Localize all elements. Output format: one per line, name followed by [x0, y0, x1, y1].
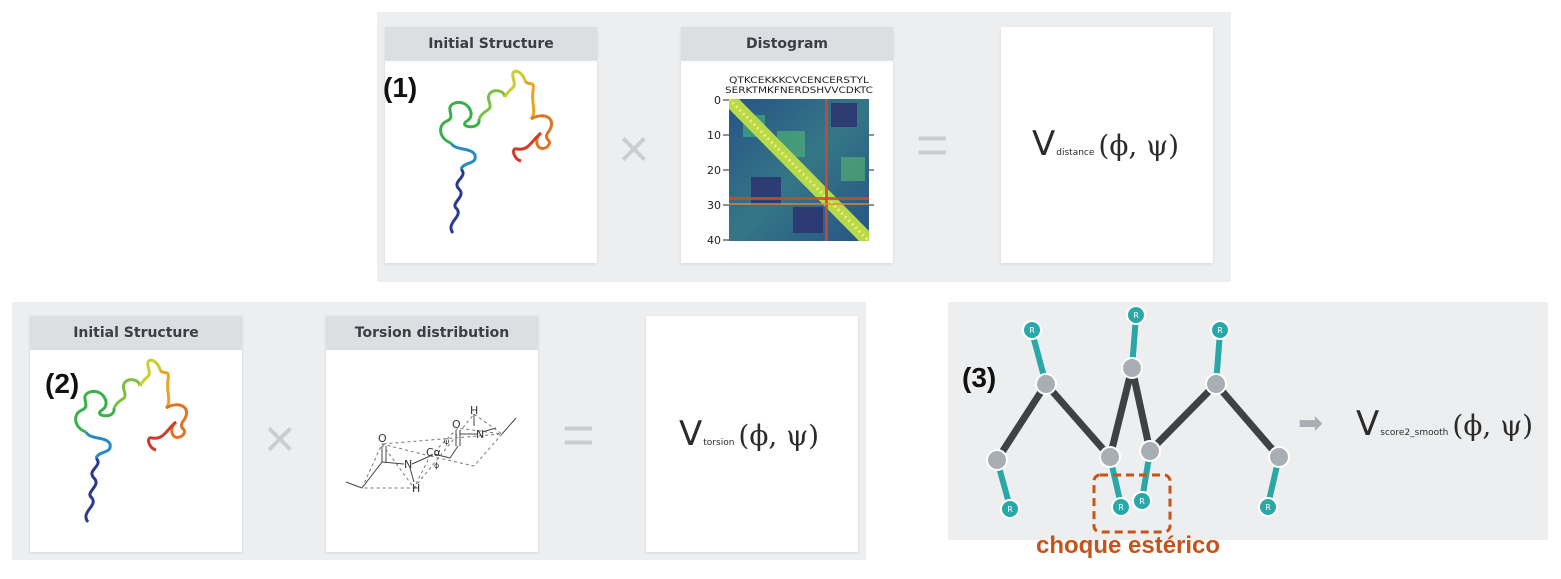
formula-v-torsion: V torsion (ϕ, ψ) — [679, 414, 819, 454]
row-tag-2: (2) — [45, 368, 80, 399]
card-distogram: Distogram QTKCEKKKCVCENCERSTYL SERKTMKFN… — [681, 27, 893, 263]
formula-subscript: score2_smooth — [1380, 428, 1449, 438]
operator-equals-2: = — [562, 403, 595, 466]
residue-r-label: R — [1139, 497, 1145, 506]
card-title: Initial Structure — [30, 316, 242, 350]
atom-o2: O — [452, 418, 461, 431]
backbone-chain-diagram: R R R R R R R ➡ — [986, 305, 1323, 534]
card-initial-structure-1: Initial Structure — [385, 27, 597, 263]
formula-v: V — [679, 414, 703, 454]
card-title: Torsion distribution — [326, 316, 538, 350]
operator-times-1: × — [618, 119, 650, 179]
steric-clash-label: choque estérico — [1036, 532, 1221, 559]
atom-ca: Cα — [426, 446, 441, 459]
seq-bottom-label: SERKTMKFNERDSHVVCDKTC — [725, 86, 873, 96]
atom-h1: H — [412, 482, 420, 495]
atom-n1: N — [404, 458, 412, 471]
row-tag-3: (3) — [962, 362, 997, 393]
residue-r-label: R — [1265, 503, 1271, 512]
protein-ribbon-icon — [74, 358, 189, 523]
atom-h2: H — [470, 404, 478, 417]
angle-psi: ψ — [444, 437, 449, 446]
residue-r-label: R — [1029, 326, 1035, 335]
residue-r-label: R — [1007, 505, 1013, 514]
operator-equals-1: = — [916, 113, 949, 176]
residue-r-label: R — [1118, 503, 1124, 512]
formula-args: (ϕ, ψ) — [1098, 129, 1180, 162]
formula-v-distance: V distance (ϕ, ψ) — [1032, 124, 1179, 164]
card-title: Initial Structure — [385, 27, 597, 61]
steric-clash-box — [1092, 473, 1172, 534]
card-torsion-distribution: Torsion distribution O N H Cα O — [326, 316, 538, 552]
formula-v-score2-smooth: V score2_smooth (ϕ, ψ) — [1356, 404, 1533, 444]
tick-label-30: 30 — [707, 199, 721, 212]
atom-o1: O — [378, 432, 387, 445]
row-tag-1: (1) — [383, 72, 418, 103]
card-initial-structure-2: Initial Structure — [30, 316, 242, 552]
distogram-heatmap: QTKCEKKKCVCENCERSTYL SERKTMKFNERDSHVVCDK… — [707, 76, 874, 247]
seq-top-label: QTKCEKKKCVCENCERSTYL — [729, 76, 869, 86]
card-v-torsion — [646, 316, 858, 552]
torsion-diagram: O N H Cα O H N ϕ ψ — [345, 404, 517, 495]
residue-r-label: R — [1133, 311, 1139, 320]
formula-v: V — [1032, 124, 1056, 164]
angle-phi: ϕ — [434, 461, 439, 470]
formula-args: (ϕ, ψ) — [738, 419, 820, 452]
residue-r-label: R — [1217, 326, 1223, 335]
formula-v: V — [1356, 404, 1380, 444]
tick-label-20: 20 — [707, 164, 721, 177]
tick-label-0: 0 — [714, 94, 721, 107]
tick-label-10: 10 — [707, 129, 721, 142]
operator-times-2: × — [264, 409, 296, 469]
formula-subscript: torsion — [703, 438, 735, 448]
formula-args: (ϕ, ψ) — [1452, 409, 1534, 442]
formula-subscript: distance — [1056, 148, 1095, 158]
card-title: Distogram — [681, 27, 893, 61]
card-v-distance — [1001, 27, 1213, 263]
protein-ribbon-icon — [439, 69, 554, 234]
atom-n2: N — [476, 428, 484, 441]
tick-label-40: 40 — [707, 234, 721, 247]
arrow-right-icon: ➡ — [1298, 406, 1323, 441]
